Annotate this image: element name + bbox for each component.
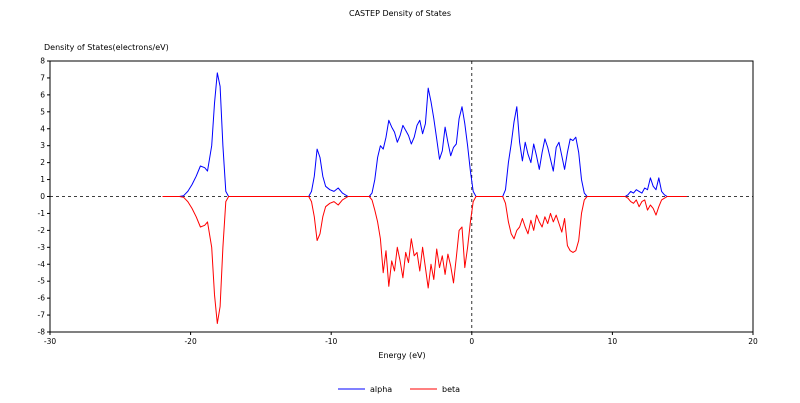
y-tick-label: -2 <box>38 226 46 235</box>
series-line-beta <box>162 196 687 324</box>
y-tick-label: -3 <box>38 243 46 252</box>
y-tick-label: 4 <box>40 124 45 133</box>
y-tick-label: 5 <box>40 107 45 116</box>
x-tick-label: -10 <box>325 337 337 346</box>
x-axis-label: Energy (eV) <box>378 351 425 360</box>
x-tick-label: 10 <box>608 337 618 346</box>
reference-lines <box>50 61 753 332</box>
y-tick-label: 7 <box>40 73 45 82</box>
series-line-alpha <box>162 72 687 197</box>
y-tick-label: -8 <box>38 328 46 337</box>
x-tick-label: 0 <box>469 337 474 346</box>
y-tick-label: -7 <box>38 311 46 320</box>
y-tick-label: -1 <box>38 209 46 218</box>
y-tick-label: -5 <box>38 277 46 286</box>
legend: alpha beta <box>338 385 460 394</box>
y-tick-label: -6 <box>38 294 46 303</box>
plot-frame <box>49 60 754 333</box>
x-tick-label: -30 <box>44 337 56 346</box>
y-tick-label: 0 <box>40 192 45 201</box>
y-tick-label: 3 <box>40 141 45 150</box>
chart-title: CASTEP Density of States <box>349 9 451 18</box>
legend-label-beta: beta <box>442 385 460 394</box>
series-layer <box>162 72 687 324</box>
y-tick-label: -4 <box>38 260 46 269</box>
y-tick-label: 6 <box>40 90 45 99</box>
y-tick-label: 8 <box>40 57 45 66</box>
y-axis-label: Density of States(electrons/eV) <box>44 43 169 52</box>
y-tick-label: 2 <box>40 158 45 167</box>
legend-label-alpha: alpha <box>370 385 392 394</box>
y-tick-label: 1 <box>40 175 45 184</box>
x-tick-label: 20 <box>748 337 758 346</box>
x-tick-label: -20 <box>184 337 196 346</box>
